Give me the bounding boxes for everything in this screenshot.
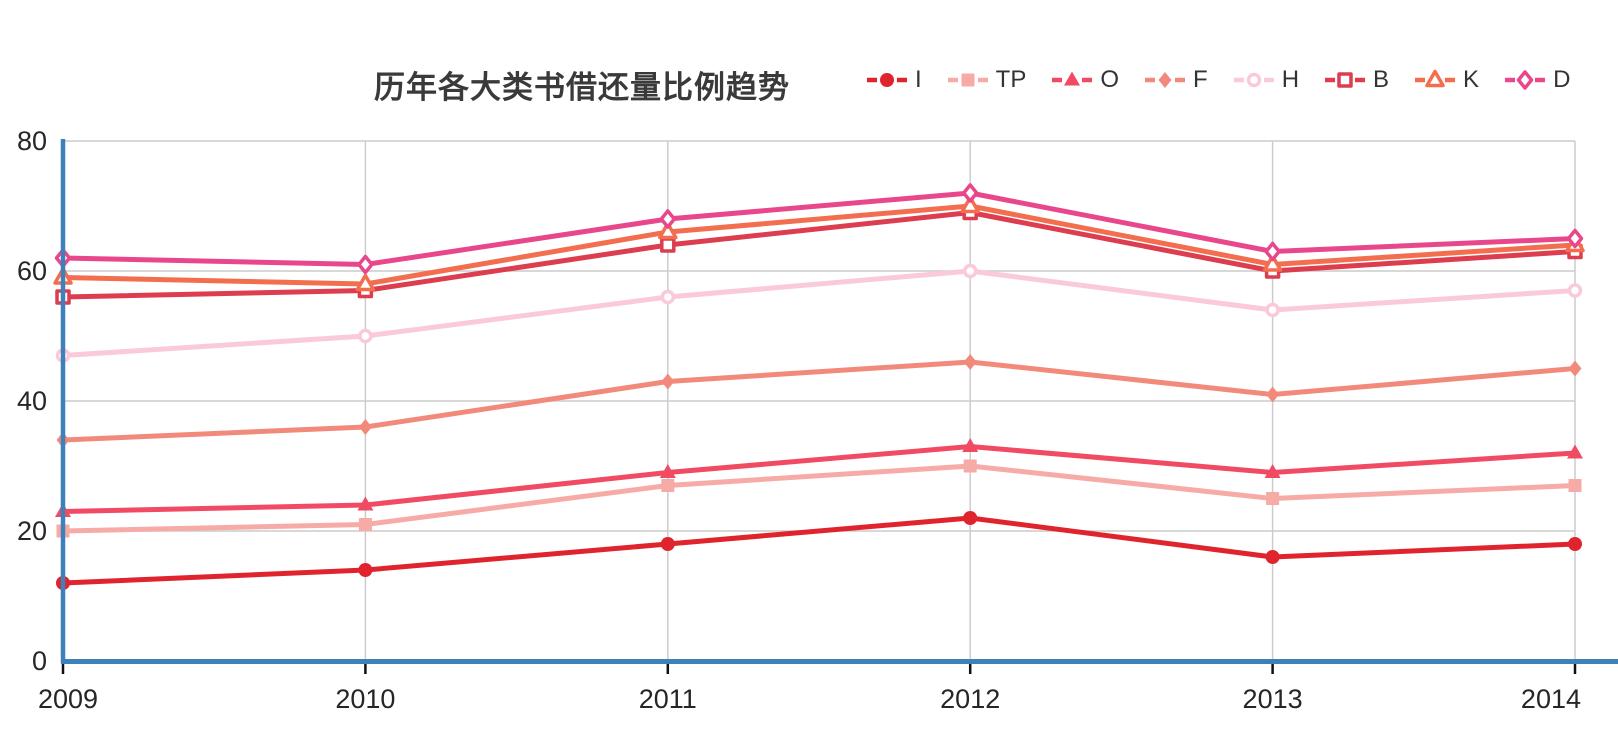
legend-label-D: D <box>1553 66 1571 93</box>
D-marker-diamond <box>659 209 677 229</box>
legend-marker-B <box>1325 72 1366 88</box>
D-marker-diamond <box>1516 70 1534 90</box>
legend-marker-I <box>867 73 907 87</box>
chart-header: 历年各大类书借还量比例趋势 I TP O F H B K D <box>0 62 1618 114</box>
D-marker-diamond <box>357 254 374 275</box>
legend-item-D[interactable]: D <box>1504 66 1570 94</box>
legend-label-TP: TP <box>995 66 1027 93</box>
legend-marker-F <box>1145 72 1186 88</box>
B-marker-square <box>1337 72 1353 88</box>
series-line-F <box>62 359 1576 443</box>
legend: I TP O F H B K D <box>866 66 1570 94</box>
I-marker-circle <box>1265 550 1280 564</box>
F-marker-diamond <box>1568 360 1582 377</box>
K-marker-triangle <box>658 221 678 240</box>
legend-marker-D <box>1505 70 1546 90</box>
H-marker-circle <box>1246 72 1261 88</box>
series-line-H <box>62 268 1576 358</box>
series-F <box>56 354 1582 448</box>
y-axis-label: 60 <box>17 256 47 286</box>
D-marker-diamond <box>961 183 979 203</box>
F-marker-diamond <box>358 419 372 435</box>
H-marker-circle <box>962 263 978 279</box>
x-axis-label: 2009 <box>38 684 98 714</box>
series-K <box>53 195 1585 292</box>
legend-item-K[interactable]: K <box>1414 66 1479 94</box>
chart-title: 历年各大类书借还量比例趋势 <box>374 70 790 105</box>
legend-item-B[interactable]: B <box>1324 66 1389 94</box>
series-I <box>56 511 1582 590</box>
y-axis-label: 0 <box>32 646 47 676</box>
I-marker-circle <box>358 563 373 577</box>
series-line-B <box>62 210 1576 300</box>
K-marker-triangle <box>355 273 376 292</box>
y-axis-label: 80 <box>17 126 47 156</box>
series-O <box>55 438 1583 517</box>
y-axis-label: 40 <box>17 386 47 416</box>
TP-marker-square <box>1568 479 1582 492</box>
I-marker-circle <box>660 537 675 551</box>
TP-marker-square <box>961 73 975 87</box>
I-marker-circle <box>963 511 978 525</box>
series-TP <box>56 459 1582 538</box>
x-axis-label: 2011 <box>639 684 697 714</box>
legend-item-TP[interactable]: TP <box>947 66 1027 94</box>
legend-marker-O <box>1052 71 1093 86</box>
O-marker-triangle <box>1264 464 1281 478</box>
O-marker-triangle <box>1567 444 1583 459</box>
H-marker-circle <box>1265 302 1280 318</box>
x-axis-label: 2012 <box>940 684 1000 714</box>
series-line-O <box>62 444 1576 514</box>
legend-label-O: O <box>1100 66 1120 93</box>
H-marker-circle <box>358 328 373 344</box>
x-axis-label: 2013 <box>1243 684 1303 714</box>
D-marker-diamond <box>1566 228 1584 249</box>
legend-item-H[interactable]: H <box>1233 66 1299 94</box>
TP-marker-square <box>1266 492 1280 505</box>
legend-label-B: B <box>1373 66 1390 93</box>
F-marker-diamond <box>1158 72 1172 88</box>
F-marker-diamond <box>661 373 675 390</box>
TP-marker-square <box>963 459 977 473</box>
legend-label-F: F <box>1193 66 1208 93</box>
series-H <box>55 263 1583 363</box>
legend-item-I[interactable]: I <box>866 66 922 94</box>
legend-marker-K <box>1415 69 1456 88</box>
I-marker-circle <box>1568 537 1582 551</box>
legend-label-H: H <box>1281 66 1300 93</box>
O-marker-triangle <box>962 438 979 452</box>
K-marker-triangle <box>960 195 980 214</box>
legend-item-O[interactable]: O <box>1051 66 1119 94</box>
y-axis-label: 20 <box>17 516 47 546</box>
H-marker-circle <box>1567 283 1583 298</box>
legend-marker-H <box>1233 72 1274 88</box>
F-marker-diamond <box>963 354 977 370</box>
legend-marker-TP <box>947 73 988 87</box>
B-marker-square <box>660 237 676 253</box>
TP-marker-square <box>661 479 675 492</box>
D-marker-diamond <box>1264 241 1281 262</box>
O-marker-triangle <box>1064 71 1081 86</box>
series-line-I <box>62 515 1576 586</box>
legend-label-I: I <box>915 66 922 93</box>
series-line-D <box>62 190 1576 267</box>
F-marker-diamond <box>1266 386 1280 403</box>
series-line-TP <box>62 463 1576 534</box>
H-marker-circle <box>660 289 676 305</box>
K-marker-triangle <box>1425 69 1445 88</box>
TP-marker-square <box>358 518 372 531</box>
O-marker-triangle <box>659 464 676 478</box>
I-marker-circle <box>880 73 894 87</box>
legend-label-K: K <box>1463 66 1480 93</box>
series-line-K <box>62 203 1576 287</box>
O-marker-triangle <box>357 496 374 511</box>
x-axis-label: 2010 <box>335 684 395 714</box>
legend-item-F[interactable]: F <box>1144 66 1208 94</box>
K-marker-triangle <box>1262 254 1283 272</box>
x-axis-label: 2014 <box>1521 684 1581 714</box>
